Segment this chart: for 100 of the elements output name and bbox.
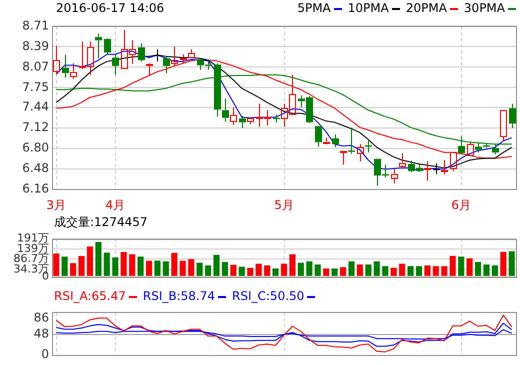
bar bbox=[95, 242, 102, 276]
bar bbox=[348, 261, 355, 276]
bar bbox=[70, 263, 76, 276]
bar bbox=[162, 261, 169, 276]
candlestick bbox=[222, 98, 229, 122]
candlestick bbox=[357, 144, 364, 162]
candlestick bbox=[315, 126, 322, 148]
bar bbox=[441, 266, 448, 276]
y-tick-label: 0 bbox=[41, 346, 49, 361]
y-tick-label: 7.12 bbox=[22, 120, 49, 134]
legend-label: RSI_C:50.50 bbox=[232, 289, 304, 303]
bar bbox=[280, 264, 288, 276]
bar bbox=[180, 260, 186, 276]
bar bbox=[256, 264, 262, 276]
candlestick bbox=[138, 43, 145, 62]
y-tick-label: 6.48 bbox=[22, 161, 49, 176]
bar bbox=[171, 252, 178, 276]
bar bbox=[196, 262, 203, 276]
candlestick bbox=[230, 107, 237, 126]
candlestick bbox=[441, 160, 448, 175]
bar bbox=[314, 264, 321, 276]
legend-label: 10PMA bbox=[348, 1, 389, 15]
y-tick-label: 191万 bbox=[17, 231, 49, 244]
y-tick-label: 8.39 bbox=[22, 38, 49, 53]
bar bbox=[424, 265, 430, 276]
y-tick-label: 86.7万 bbox=[14, 252, 49, 266]
candlestick bbox=[509, 103, 516, 129]
bar bbox=[466, 258, 473, 276]
candlestick bbox=[424, 160, 431, 182]
bar bbox=[205, 265, 212, 276]
candlestick bbox=[391, 168, 398, 184]
y-tick-label: 6.16 bbox=[22, 182, 49, 196]
legend-label: 5PMA bbox=[297, 1, 331, 15]
candlestick bbox=[95, 33, 102, 59]
bar bbox=[340, 267, 346, 276]
bar bbox=[129, 254, 136, 276]
candlestick bbox=[163, 56, 170, 74]
bar bbox=[146, 260, 152, 276]
bar bbox=[475, 262, 482, 276]
bar bbox=[374, 261, 380, 276]
bar bbox=[508, 251, 515, 276]
legend-label: 30PMA bbox=[464, 1, 505, 15]
y-tick-label: 6.80 bbox=[22, 140, 49, 155]
y-tick-label: 48 bbox=[34, 326, 49, 340]
bar bbox=[222, 262, 228, 276]
candlestick bbox=[239, 115, 246, 129]
y-tick-label: 8.07 bbox=[22, 59, 49, 74]
candlestick bbox=[112, 53, 119, 76]
bar bbox=[238, 266, 245, 276]
bar bbox=[154, 260, 160, 276]
bar bbox=[298, 262, 304, 276]
y-tick-label: 139万 bbox=[17, 242, 49, 255]
bar bbox=[500, 252, 506, 276]
bar bbox=[53, 253, 60, 276]
bar bbox=[188, 259, 194, 276]
legend-label: 20PMA bbox=[406, 1, 447, 15]
chart-title: 成交量:1274457 bbox=[54, 214, 148, 230]
bar bbox=[78, 256, 85, 276]
candlestick bbox=[348, 126, 355, 154]
candlestick bbox=[70, 62, 77, 80]
y-tick-label: 7.44 bbox=[22, 100, 49, 114]
bar bbox=[86, 246, 93, 276]
bar bbox=[120, 252, 127, 276]
y-tick-label: 7.75 bbox=[22, 80, 49, 94]
bar bbox=[382, 266, 388, 276]
chart-title: 2016-06-17 14:06 bbox=[56, 0, 164, 16]
legend-label: RSI_B:58.74 bbox=[142, 289, 216, 303]
bar bbox=[138, 256, 144, 276]
bar bbox=[213, 254, 220, 276]
bar bbox=[323, 268, 330, 276]
candlestick bbox=[62, 54, 69, 78]
bar bbox=[272, 268, 279, 276]
bar bbox=[112, 257, 118, 276]
x-tick-label: 6月 bbox=[451, 198, 471, 212]
candlestick bbox=[340, 150, 347, 166]
x-tick-label: 4月 bbox=[105, 198, 126, 212]
bar bbox=[356, 264, 363, 276]
legend-label: RSI_A:65.47 bbox=[54, 289, 126, 303]
bar bbox=[390, 268, 397, 276]
bar bbox=[432, 266, 439, 276]
candlestick bbox=[399, 152, 406, 168]
x-tick-label: 3月 bbox=[46, 198, 66, 212]
bar bbox=[62, 256, 68, 276]
bar bbox=[230, 264, 236, 276]
candlestick bbox=[104, 39, 111, 55]
bar bbox=[458, 256, 464, 276]
bar bbox=[450, 256, 456, 276]
candlestick bbox=[53, 46, 60, 75]
x-tick-label: 5月 bbox=[274, 198, 294, 212]
y-tick-label: 8.71 bbox=[22, 18, 49, 32]
bar bbox=[399, 264, 406, 276]
y-tick-label: 86 bbox=[34, 310, 49, 324]
bar bbox=[104, 252, 110, 276]
bar bbox=[289, 254, 296, 276]
bar bbox=[247, 268, 254, 276]
bar bbox=[416, 266, 422, 276]
bar bbox=[483, 264, 490, 276]
bar bbox=[332, 268, 338, 276]
bar bbox=[264, 265, 270, 276]
bar bbox=[408, 266, 414, 276]
